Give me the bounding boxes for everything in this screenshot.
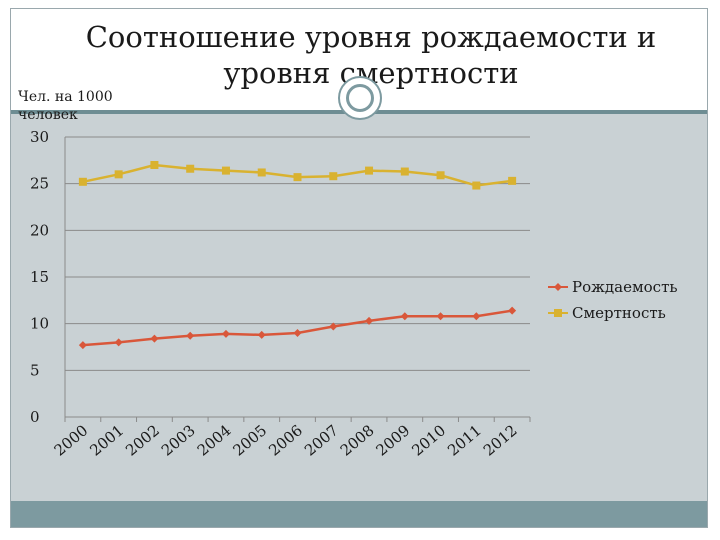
data-point-square [150, 161, 159, 169]
legend-marker-square [554, 309, 562, 317]
y-tick-label: 20 [30, 221, 49, 239]
y-tick-label: 0 [30, 408, 40, 426]
circle-ornament-icon [338, 76, 382, 120]
data-point-square [221, 166, 230, 175]
x-tick-label: 2011 [444, 421, 485, 459]
data-point-diamond [400, 312, 409, 321]
plot-background [11, 114, 707, 501]
x-tick-label: 2002 [122, 421, 163, 459]
slide-frame [10, 8, 708, 528]
data-point-diamond [508, 306, 517, 315]
title-line-1: Соотношение уровня рождаемости и [85, 20, 657, 54]
x-tick-label: 2009 [373, 421, 414, 459]
data-point-diamond [150, 334, 159, 343]
data-point-diamond [221, 329, 230, 338]
data-point-square [508, 176, 517, 185]
unit-line-2: человек [18, 107, 78, 123]
x-tick-label: 2012 [480, 421, 521, 459]
legend-label: Смертность [572, 304, 666, 322]
y-tick-label: 30 [30, 128, 49, 146]
circle-ornament-inner [346, 84, 374, 112]
y-axis-unit-label: Чел. на 1000 человек [18, 88, 168, 124]
data-point-diamond [329, 322, 338, 331]
x-tick-label: 2010 [408, 421, 449, 459]
data-point-diamond [114, 338, 123, 347]
data-point-square [365, 166, 374, 175]
y-tick-label: 10 [30, 315, 49, 333]
y-tick-label: 25 [30, 175, 49, 193]
x-tick-label: 2003 [158, 421, 199, 459]
legend-marker-diamond [554, 283, 562, 291]
data-point-square [293, 173, 302, 182]
data-point-square [257, 168, 266, 177]
data-point-square [186, 164, 195, 173]
x-tick-label: 2004 [194, 421, 235, 459]
data-point-diamond [78, 341, 87, 350]
series-line [82, 309, 513, 347]
data-point-square [436, 171, 445, 180]
data-point-diamond [436, 312, 445, 321]
data-point-square [78, 177, 87, 186]
data-point-diamond [186, 331, 195, 340]
data-point-square [472, 181, 481, 190]
x-tick-label: 2008 [337, 421, 378, 459]
data-point-diamond [257, 330, 266, 339]
data-point-square [329, 172, 338, 181]
data-point-square [114, 170, 123, 179]
footer-band [11, 501, 707, 527]
y-tick-label: 5 [30, 361, 40, 379]
slide-title: Соотношение уровня рождаемости и уровня … [71, 19, 671, 91]
x-tick-label: 2006 [265, 421, 306, 459]
data-point-diamond [472, 312, 481, 321]
legend-label: Рождаемость [572, 278, 678, 296]
data-point-diamond [365, 316, 374, 325]
x-tick-label: 2000 [51, 421, 92, 459]
y-tick-label: 15 [30, 268, 49, 286]
data-point-diamond [293, 329, 302, 337]
unit-line-1: Чел. на 1000 [18, 89, 113, 105]
x-tick-label: 2005 [229, 421, 270, 459]
x-tick-label: 2007 [301, 421, 342, 459]
data-point-square [400, 167, 409, 176]
x-tick-label: 2001 [86, 421, 127, 459]
